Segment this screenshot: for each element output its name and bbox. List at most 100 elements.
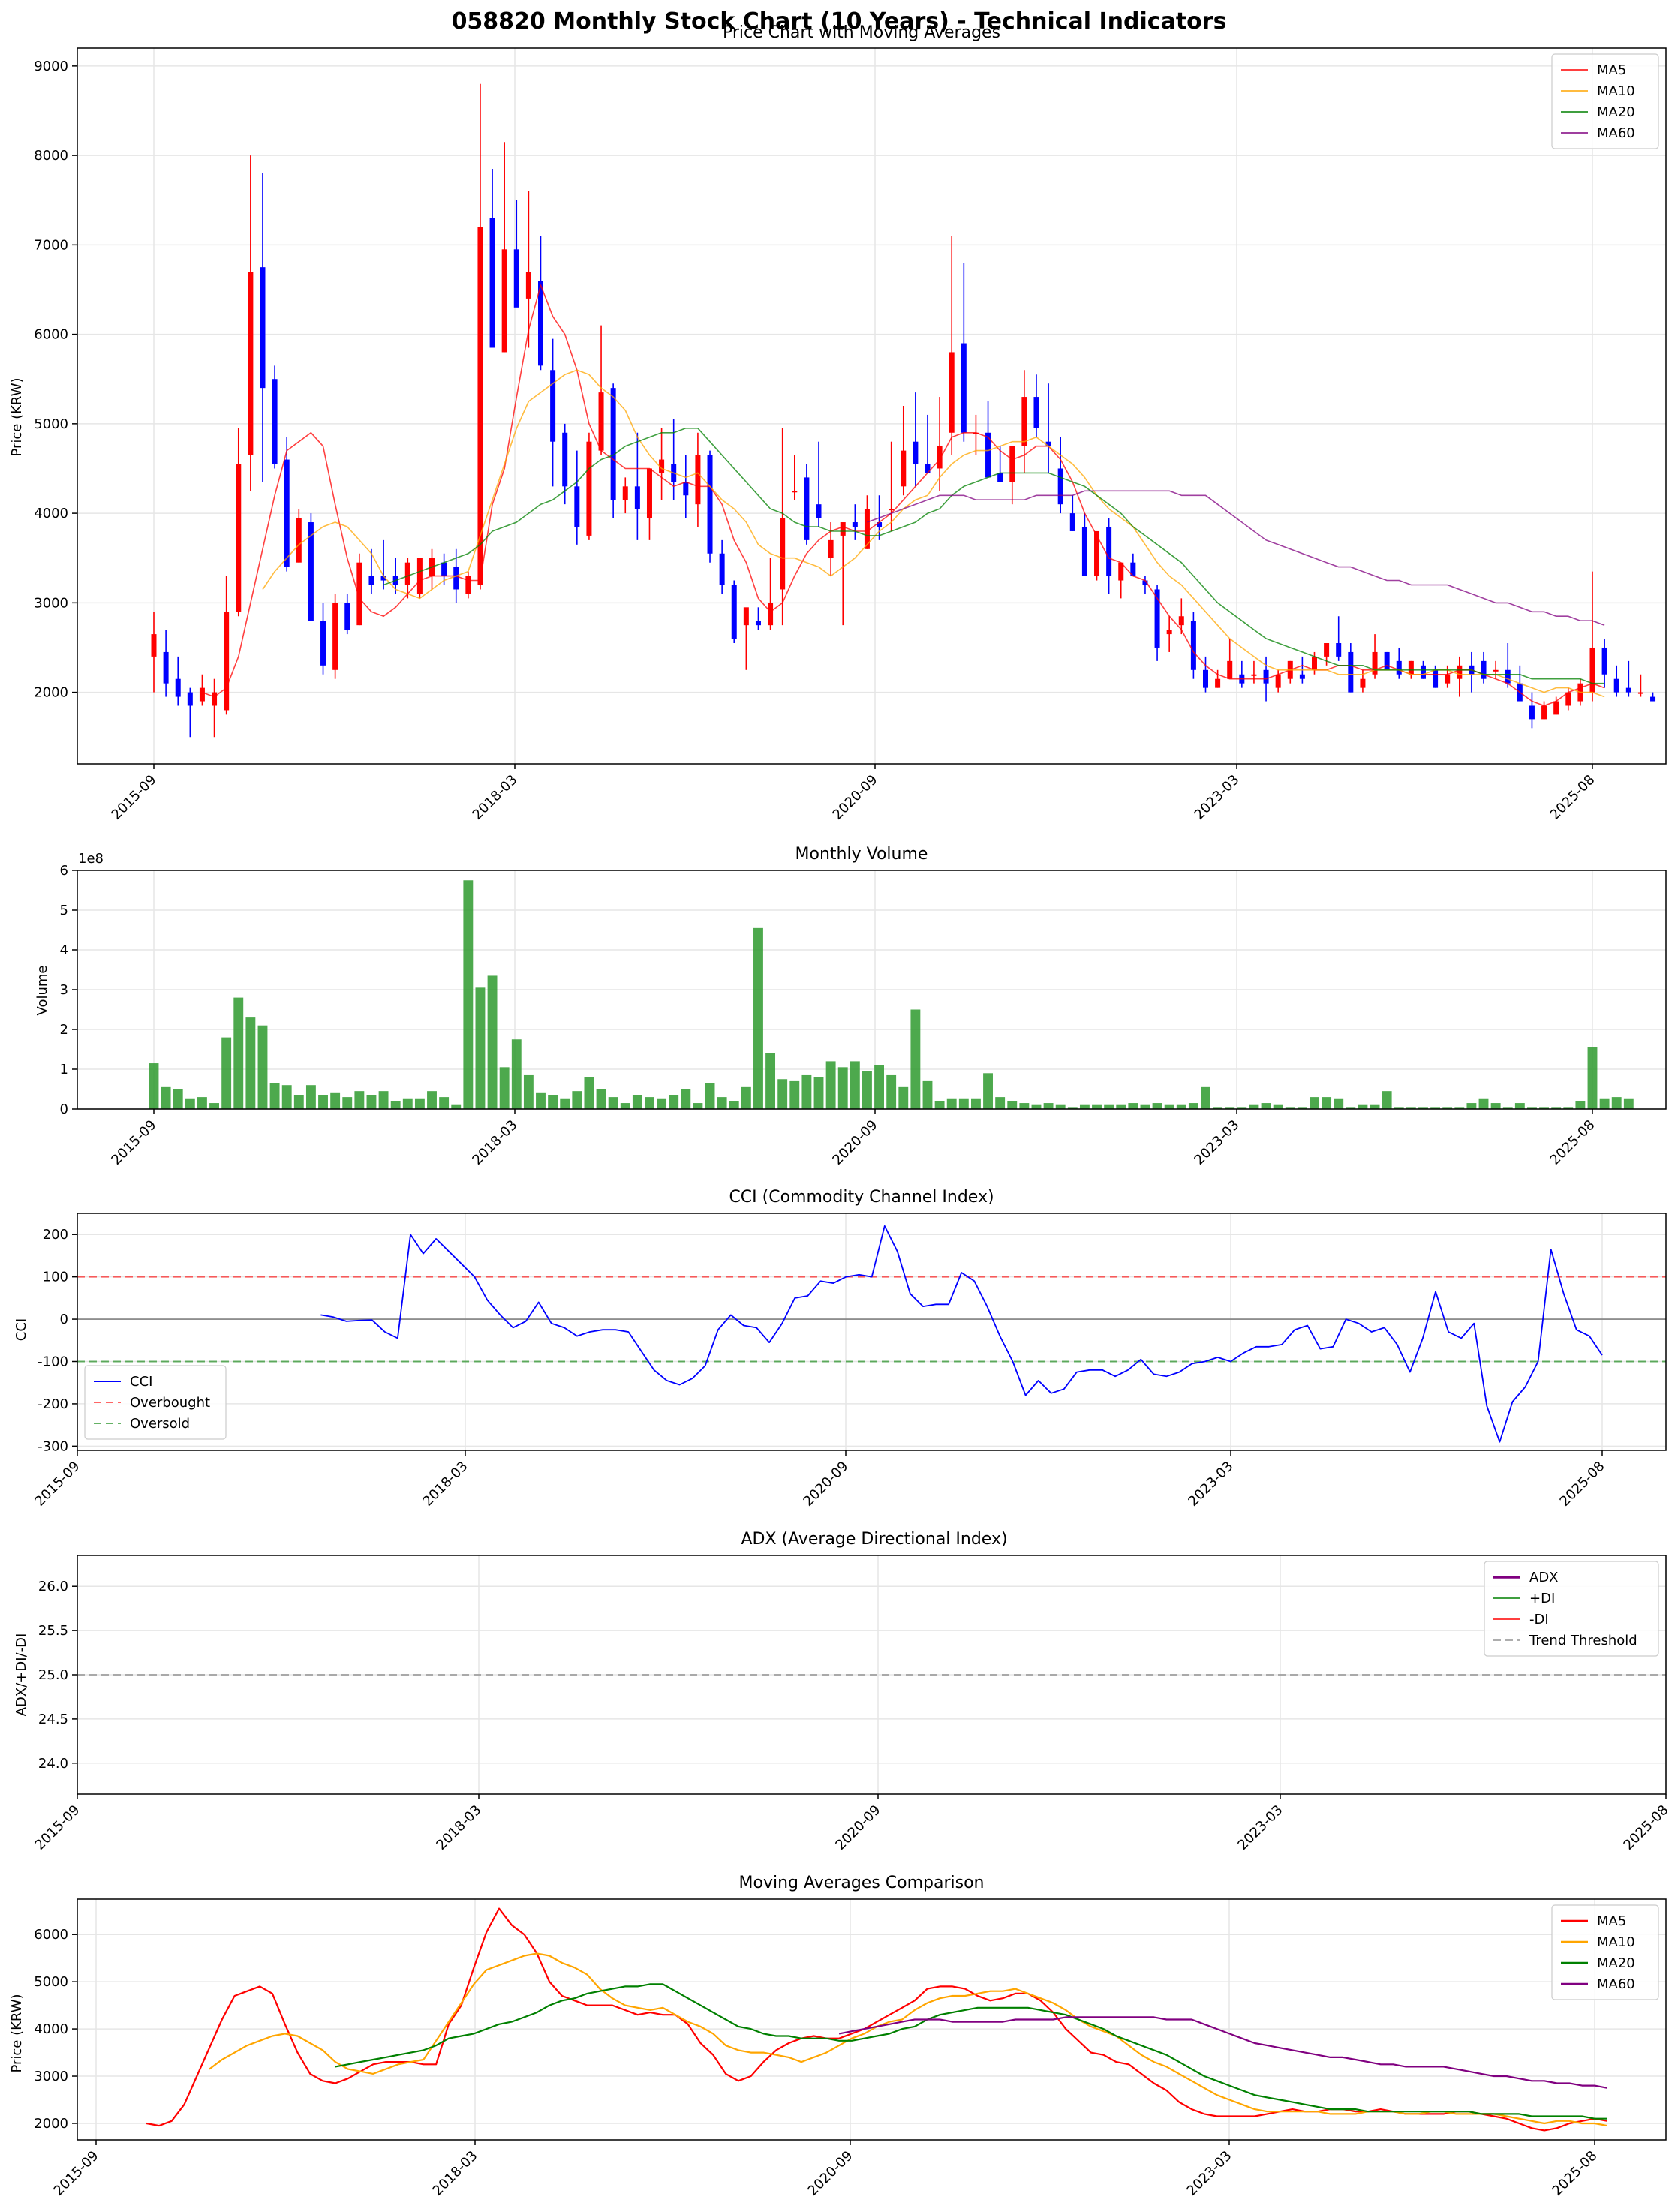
volume-bar xyxy=(1237,1107,1247,1109)
ma-comparison-y-label: Price (KRW) xyxy=(9,1994,25,2072)
candle-body xyxy=(1336,643,1342,657)
ma-comparison-ytick-label: 2000 xyxy=(34,2116,68,2132)
volume-bar xyxy=(777,1079,788,1109)
candle-body xyxy=(1372,651,1378,675)
candle-body xyxy=(792,491,798,493)
ma-comparison-xtick-label: 2025-08 xyxy=(1549,2148,1600,2199)
volume-bar xyxy=(1551,1107,1562,1109)
candle-body xyxy=(501,249,507,353)
ma10-line xyxy=(262,369,1605,698)
candle-body xyxy=(537,281,543,366)
volume-bar xyxy=(1623,1098,1634,1109)
candle-body xyxy=(1384,651,1390,670)
volume-bar xyxy=(1007,1101,1018,1109)
adx-xtick-label: 2023-03 xyxy=(1234,1802,1286,1853)
volume-bar xyxy=(910,1009,921,1109)
candle-body xyxy=(1263,669,1269,684)
volume-bar xyxy=(681,1089,691,1109)
candle-body xyxy=(199,687,205,702)
volume-bar xyxy=(161,1086,171,1109)
volume-bar xyxy=(837,1067,848,1109)
volume-bar xyxy=(342,1097,353,1109)
ma-comparison-legend-label: MA5 xyxy=(1597,1913,1626,1929)
volume-xtick-label: 2018-03 xyxy=(469,1117,520,1168)
candle-body xyxy=(852,522,858,527)
candle-body xyxy=(961,343,967,433)
volume-bar xyxy=(1478,1098,1489,1109)
candle-body xyxy=(1227,660,1233,679)
candle-body xyxy=(1493,669,1499,672)
candle-body xyxy=(1118,562,1124,581)
cci-legend-label: Overbought xyxy=(130,1395,210,1411)
candle-body xyxy=(840,522,846,536)
candle-body xyxy=(416,558,423,594)
candle-body xyxy=(550,370,556,442)
adx-ytick-label: 24.0 xyxy=(38,1756,68,1772)
cci-xtick-label: 2023-03 xyxy=(1185,1459,1236,1510)
volume-bar xyxy=(657,1098,667,1109)
volume-bar xyxy=(1079,1104,1090,1109)
ma-comparison-xtick-label: 2018-03 xyxy=(429,2148,480,2199)
price-axes-frame xyxy=(77,47,1667,765)
volume-bar xyxy=(1587,1047,1598,1109)
price-xtick-label: 2015-09 xyxy=(108,772,159,823)
ma-comparison-axes-frame xyxy=(77,1898,1667,2141)
volume-bar xyxy=(414,1098,425,1109)
candle-body xyxy=(1420,665,1426,679)
candle-body xyxy=(913,441,919,464)
adx-xtick-label: 2025-08 xyxy=(1620,1802,1671,1853)
candle-body xyxy=(1275,674,1281,688)
volume-bar xyxy=(1599,1098,1610,1109)
candle-body xyxy=(296,518,302,563)
volume-panel: Monthly Volume Volume 1e8 0 1 2 3 4 5 6 2015-09… xyxy=(35,845,1667,1168)
volume-bar xyxy=(173,1089,183,1109)
candle-body xyxy=(441,562,447,576)
volume-bar xyxy=(281,1085,292,1109)
volume-bar xyxy=(608,1097,618,1109)
volume-bar xyxy=(1418,1107,1428,1109)
candle-body xyxy=(404,562,410,585)
volume-bar xyxy=(753,927,763,1109)
volume-bar xyxy=(1430,1107,1441,1109)
price-panel: Price Chart with Moving Averages Price (… xyxy=(9,23,1667,823)
price-legend-label: MA60 xyxy=(1597,125,1635,141)
volume-bar xyxy=(1067,1107,1078,1109)
volume-bar xyxy=(1575,1101,1586,1109)
volume-bar xyxy=(572,1091,582,1109)
adx-axes-frame xyxy=(77,1555,1667,1795)
candle-body xyxy=(659,459,665,473)
cci-line xyxy=(320,1225,1603,1443)
volume-bar xyxy=(995,1097,1006,1109)
adx-ytick-label: 25.0 xyxy=(38,1667,68,1683)
volume-bar xyxy=(1346,1107,1356,1109)
ma-comparison-ytick-label: 4000 xyxy=(34,2021,68,2037)
candle-body xyxy=(308,522,314,621)
volume-bar xyxy=(958,1098,969,1109)
adx-xtick-label: 2015-09 xyxy=(32,1802,83,1853)
candle-body xyxy=(731,585,737,639)
candle-body xyxy=(1589,647,1595,693)
candle-body xyxy=(804,477,810,540)
candle-body xyxy=(320,621,326,666)
candle-body xyxy=(344,603,350,630)
candle-body xyxy=(877,522,883,527)
volume-bar xyxy=(354,1091,365,1109)
volume-bar xyxy=(1019,1103,1030,1109)
volume-scale-label: 1e8 xyxy=(78,851,104,867)
volume-bar xyxy=(620,1103,630,1109)
adx-y-label: ADX/+DI/-DI xyxy=(14,1633,29,1717)
volume-bar xyxy=(898,1086,909,1109)
price-legend-label: MA20 xyxy=(1597,104,1635,120)
volume-bar xyxy=(548,1095,558,1109)
candle-body xyxy=(574,486,580,527)
candle-body xyxy=(1021,397,1027,446)
volume-bar xyxy=(1140,1104,1150,1109)
price-y-label: Price (KRW) xyxy=(9,377,25,456)
volume-bar xyxy=(305,1085,316,1109)
volume-bar xyxy=(1322,1097,1332,1109)
volume-bar xyxy=(970,1098,981,1109)
volume-bar xyxy=(439,1097,450,1109)
volume-bar xyxy=(1055,1104,1066,1109)
candle-body xyxy=(477,227,483,585)
